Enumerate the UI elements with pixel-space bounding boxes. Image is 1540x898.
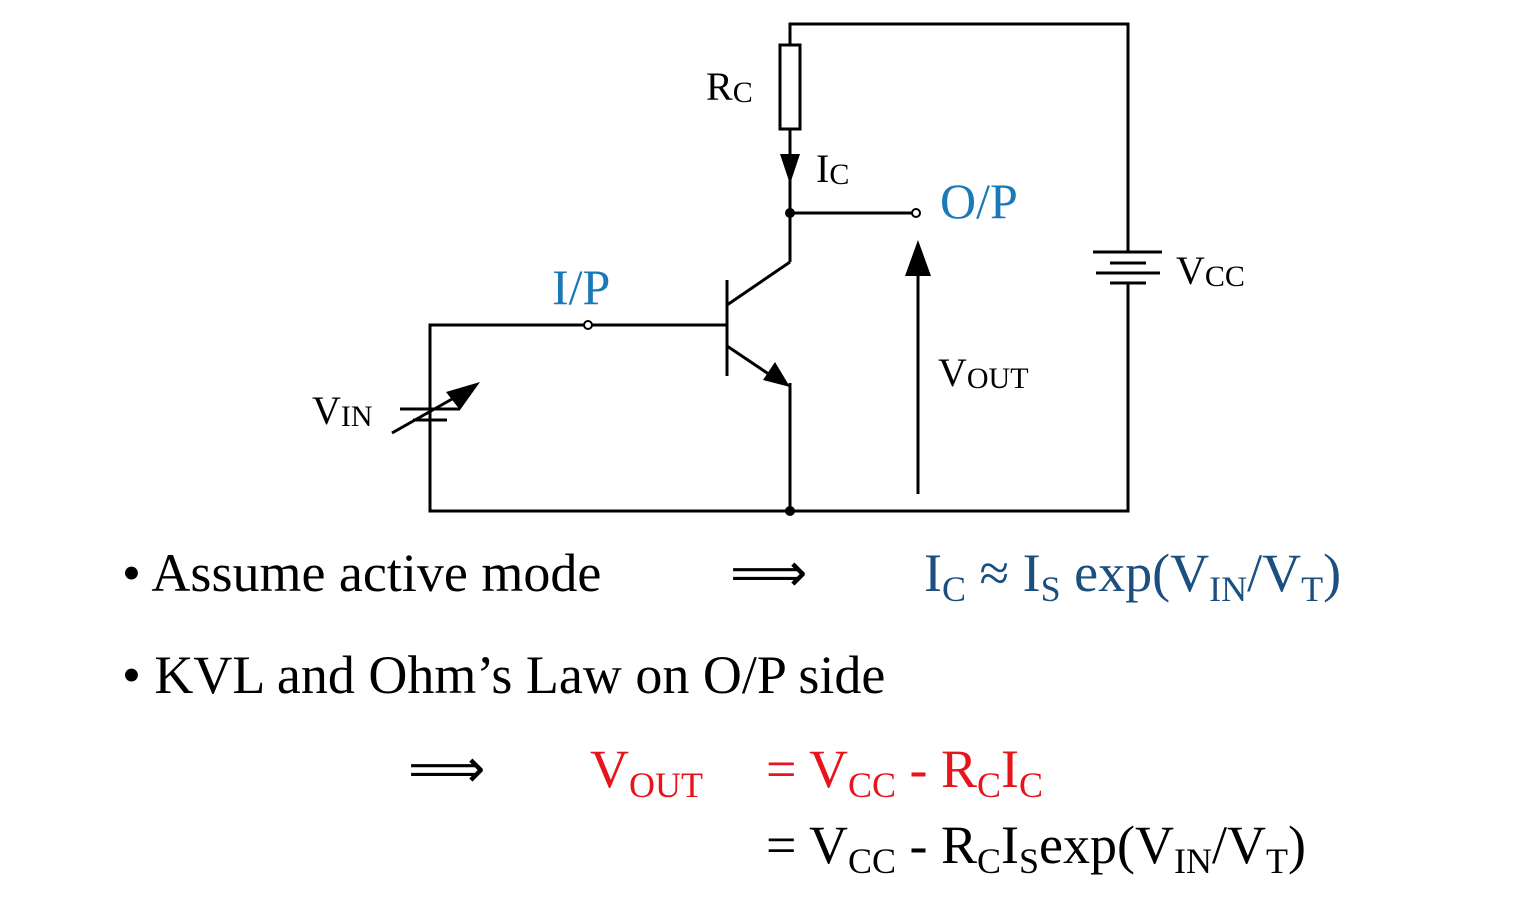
bjt-circuit-diagram: RC IC O/P I/P VCC VOUT VIN: [312, 22, 1245, 516]
ic-arrow-icon: [780, 154, 800, 184]
collector-resistor: [778, 43, 802, 131]
vcc-label: VCC: [1176, 248, 1245, 293]
op-label: O/P: [940, 173, 1018, 229]
implies-arrow-2: ⟹: [408, 739, 486, 799]
bullet-assume-active-mode: • Assume active mode: [122, 543, 602, 603]
emitter-arrow-icon: [763, 362, 790, 387]
bullet-kvl-ohms-law: • KVL and Ohm’s Law on O/P side: [122, 645, 886, 705]
collector-junction-dot: [785, 208, 795, 218]
rc-label: RC: [706, 64, 753, 109]
vout-equation-line-1: = VCC - RCIC: [766, 739, 1044, 805]
vin-arrow-head-icon: [446, 382, 480, 410]
implies-arrow-1: ⟹: [730, 543, 808, 603]
ip-label: I/P: [552, 259, 610, 315]
ic-label: IC: [816, 146, 849, 191]
ip-terminal: [583, 320, 593, 330]
vout-label: VOUT: [938, 350, 1029, 395]
ic-equation: IC ≈ IS exp(VIN/VT): [924, 543, 1342, 609]
vout-equation-line-2: = VCC - RCISexp(VIN/VT): [766, 815, 1306, 881]
circuit-wires: [428, 22, 1130, 513]
op-terminal: [911, 208, 921, 218]
vcc-battery-icon: [1093, 250, 1162, 285]
ground-junction-dot: [785, 506, 795, 516]
vout-arrow-icon: [905, 240, 931, 276]
vin-label: VIN: [312, 388, 373, 433]
vout-symbol: VOUT: [590, 739, 703, 805]
